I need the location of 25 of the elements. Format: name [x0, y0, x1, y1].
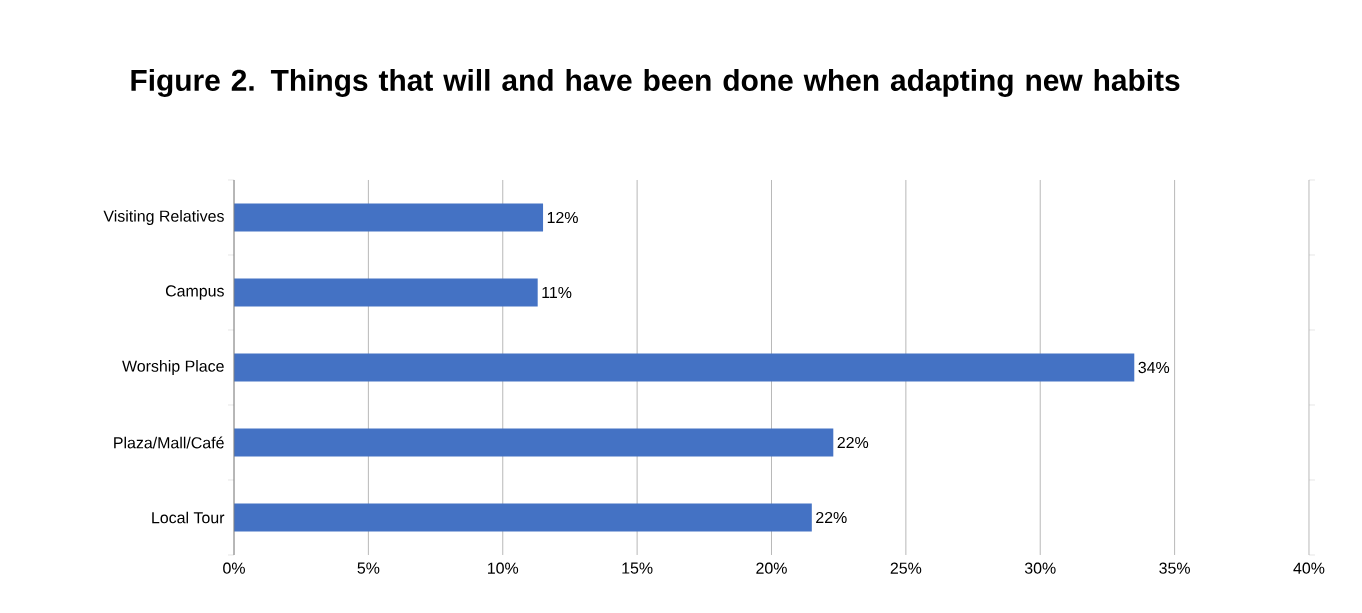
x-tick-label: 35%: [1159, 562, 1190, 574]
data-label: 11%: [542, 286, 572, 299]
bar: [234, 503, 812, 532]
data-label: 22%: [837, 436, 869, 449]
x-tick-label: 10%: [488, 562, 519, 574]
bar: [234, 278, 538, 307]
data-label: 34%: [1138, 361, 1170, 374]
x-tick-label: 20%: [756, 562, 787, 574]
bar: [234, 428, 834, 457]
x-tick-label: 30%: [1024, 562, 1056, 574]
data-label: 12%: [547, 211, 578, 224]
x-tick-label: 5%: [357, 562, 380, 574]
y-tick-label: Local Tour: [152, 511, 225, 524]
data-label: 22%: [816, 511, 847, 524]
chart-title: Figure 2. Things that will and have been done when adapting new habits: [131, 68, 1180, 97]
y-tick-label: Visiting Relatives: [103, 210, 224, 225]
x-tick-label: 25%: [890, 562, 922, 574]
bar: [234, 353, 1135, 382]
x-tick-label: 40%: [1293, 562, 1325, 574]
x-tick-label: 0%: [223, 562, 245, 574]
y-tick-label: Campus: [165, 285, 224, 300]
y-tick-label: Plaza/Mall/Café: [114, 436, 224, 449]
y-tick-label: Worship Place: [122, 360, 224, 375]
bar: [234, 203, 544, 232]
x-tick-label: 15%: [622, 562, 653, 574]
